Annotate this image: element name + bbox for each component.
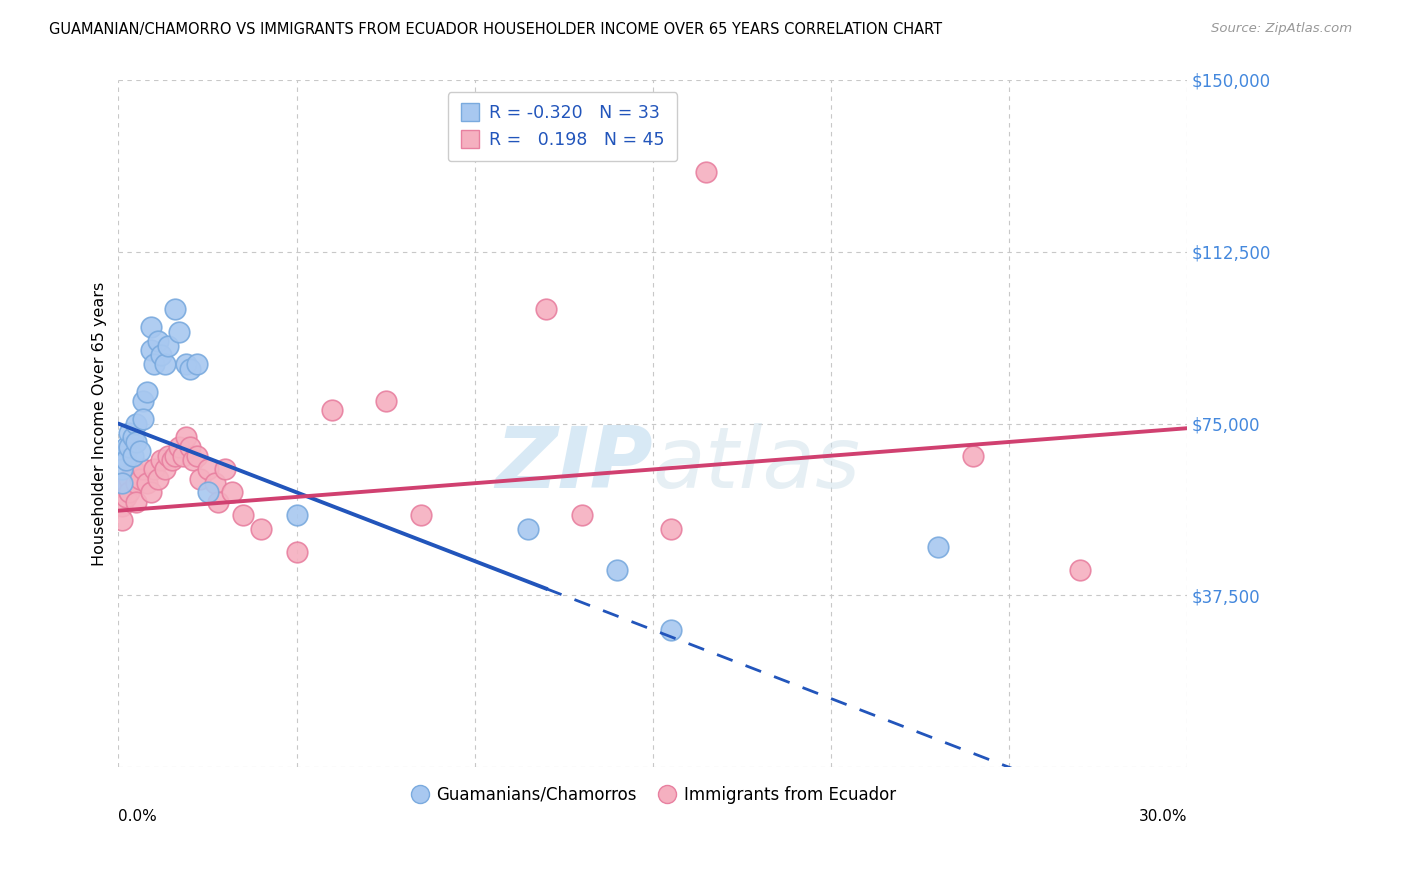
Point: [165, 301, 187, 316]
Point: [165, 449, 187, 463]
Point: [695, 164, 717, 178]
Point: [167, 440, 190, 454]
Point: [118, 472, 141, 486]
Point: [125, 494, 148, 508]
Y-axis label: Householder Income Over 65 years: Householder Income Over 65 years: [93, 282, 107, 566]
Point: [114, 476, 136, 491]
Point: [250, 522, 273, 536]
Point: [146, 472, 169, 486]
Point: [153, 357, 176, 371]
Point: [181, 453, 204, 467]
Point: [132, 393, 155, 408]
Point: [167, 325, 190, 339]
Point: [172, 449, 194, 463]
Point: [118, 425, 141, 440]
Point: [139, 485, 162, 500]
Point: [160, 453, 183, 467]
Point: [157, 449, 180, 463]
Text: 0.0%: 0.0%: [118, 808, 157, 823]
Point: [197, 485, 219, 500]
Point: [411, 508, 433, 523]
Point: [128, 444, 150, 458]
Point: [118, 440, 141, 454]
Point: [114, 490, 136, 504]
Point: [153, 462, 176, 476]
Point: [186, 357, 208, 371]
Point: [174, 430, 197, 444]
Point: [114, 440, 136, 454]
Point: [136, 384, 159, 399]
Point: [285, 545, 308, 559]
Point: [204, 476, 226, 491]
Point: [125, 434, 148, 449]
Point: [132, 412, 155, 426]
Point: [111, 476, 134, 491]
Point: [179, 440, 201, 454]
Point: [132, 462, 155, 476]
Point: [150, 348, 173, 362]
Legend: Guamanians/Chamorros, Immigrants from Ecuador: Guamanians/Chamorros, Immigrants from Ec…: [404, 779, 903, 811]
Point: [150, 453, 173, 467]
Point: [285, 508, 308, 523]
Text: atlas: atlas: [652, 424, 860, 507]
Point: [139, 320, 162, 334]
Point: [157, 339, 180, 353]
Point: [121, 462, 143, 476]
Point: [534, 301, 557, 316]
Point: [197, 462, 219, 476]
Point: [207, 494, 229, 508]
Point: [190, 472, 212, 486]
Point: [606, 563, 628, 577]
Point: [121, 449, 143, 463]
Point: [659, 623, 682, 637]
Point: [174, 357, 197, 371]
Point: [125, 476, 148, 491]
Text: GUAMANIAN/CHAMORRO VS IMMIGRANTS FROM ECUADOR HOUSEHOLDER INCOME OVER 65 YEARS C: GUAMANIAN/CHAMORRO VS IMMIGRANTS FROM EC…: [49, 22, 942, 37]
Point: [571, 508, 593, 523]
Point: [221, 485, 243, 500]
Point: [136, 476, 159, 491]
Point: [179, 361, 201, 376]
Point: [111, 462, 134, 476]
Point: [128, 472, 150, 486]
Point: [659, 522, 682, 536]
Point: [214, 462, 236, 476]
Point: [111, 513, 134, 527]
Point: [927, 541, 949, 555]
Point: [1069, 563, 1091, 577]
Point: [125, 417, 148, 431]
Point: [146, 334, 169, 348]
Point: [139, 343, 162, 358]
Point: [143, 462, 166, 476]
Point: [374, 393, 396, 408]
Point: [962, 449, 984, 463]
Point: [114, 453, 136, 467]
Point: [517, 522, 540, 536]
Text: Source: ZipAtlas.com: Source: ZipAtlas.com: [1212, 22, 1353, 36]
Point: [121, 430, 143, 444]
Point: [111, 485, 134, 500]
Point: [111, 449, 134, 463]
Point: [186, 449, 208, 463]
Point: [143, 357, 166, 371]
Point: [321, 403, 343, 417]
Text: ZIP: ZIP: [495, 424, 652, 507]
Point: [118, 485, 141, 500]
Text: 30.0%: 30.0%: [1139, 808, 1187, 823]
Point: [232, 508, 254, 523]
Point: [111, 499, 134, 513]
